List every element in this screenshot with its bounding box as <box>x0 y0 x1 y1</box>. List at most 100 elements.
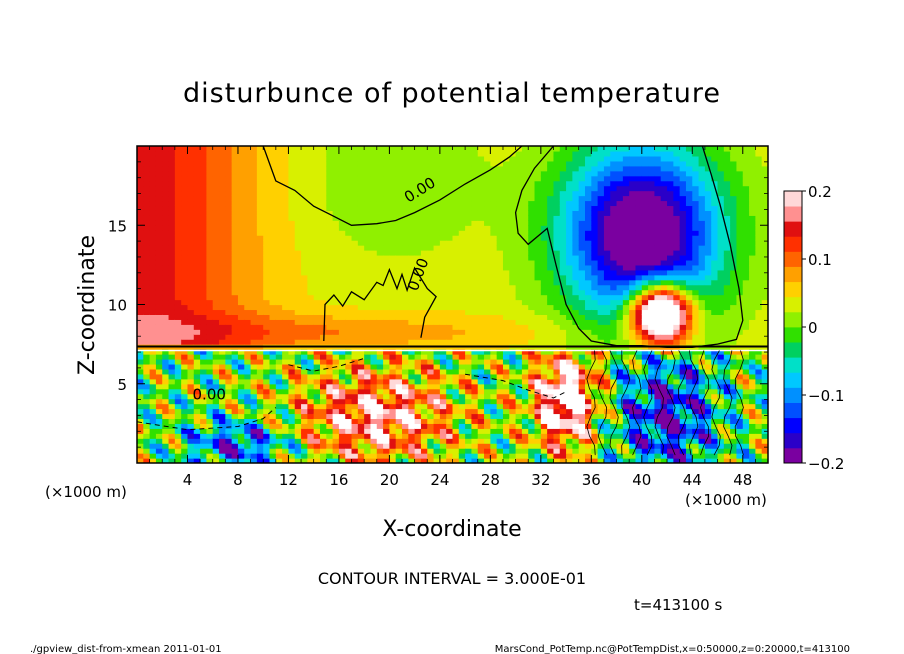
field-cell <box>452 363 460 370</box>
field-cell <box>616 408 624 415</box>
field-cell <box>319 200 327 207</box>
field-cell <box>603 146 611 152</box>
field-cell <box>559 304 567 311</box>
field-cell <box>458 294 466 301</box>
field-cell <box>275 264 283 271</box>
field-cell <box>187 349 195 355</box>
field-cell <box>168 274 176 281</box>
field-cell <box>395 205 403 211</box>
field-cell <box>490 428 498 434</box>
field-cell <box>578 363 586 370</box>
field-cell <box>206 175 214 182</box>
field-cell <box>389 378 397 385</box>
field-cell <box>439 299 447 306</box>
field-cell <box>162 309 170 315</box>
field-cell <box>351 413 359 420</box>
field-cell <box>288 448 296 454</box>
field-cell <box>307 423 315 429</box>
field-cell <box>566 413 573 420</box>
field-cell <box>477 195 485 202</box>
field-cell <box>193 349 201 355</box>
field-cell <box>237 225 245 231</box>
field-cell <box>616 205 624 211</box>
field-cell <box>603 155 611 162</box>
field-cell <box>622 388 630 395</box>
field-cell <box>143 388 151 395</box>
field-cell <box>250 245 258 251</box>
field-cell <box>458 304 466 311</box>
field-cell <box>515 279 523 286</box>
field-cell <box>351 299 359 306</box>
field-cell <box>395 453 403 459</box>
field-cell <box>383 373 390 380</box>
field-cell <box>502 393 510 400</box>
field-cell <box>256 358 264 365</box>
field-cell <box>591 418 599 424</box>
field-cell <box>313 200 321 207</box>
field-cell <box>540 250 548 256</box>
field-cell <box>357 155 365 162</box>
field-cell <box>149 240 157 246</box>
field-cell <box>345 225 353 231</box>
field-cell <box>578 245 586 251</box>
field-cell <box>250 339 258 345</box>
field-cell <box>275 339 283 345</box>
field-cell <box>433 160 441 167</box>
field-cell <box>256 175 264 182</box>
field-cell <box>465 170 473 177</box>
field-cell <box>446 259 454 266</box>
field-cell <box>622 245 630 251</box>
field-cell <box>528 274 536 281</box>
field-cell <box>301 230 308 236</box>
field-cell <box>301 259 308 266</box>
field-cell <box>193 428 201 434</box>
field-cell <box>509 215 517 221</box>
field-cell <box>225 383 233 390</box>
field-cell <box>420 378 428 385</box>
field-cell <box>616 240 624 246</box>
field-cell <box>219 393 226 400</box>
field-cell <box>509 428 517 434</box>
field-cell <box>408 448 416 454</box>
field-cell <box>181 195 189 202</box>
field-cell <box>137 210 144 216</box>
field-cell <box>572 398 580 405</box>
field-cell <box>521 314 529 320</box>
field-cell <box>591 299 599 306</box>
field-cell <box>250 428 258 434</box>
field-cell <box>578 215 586 221</box>
field-cell <box>357 433 365 439</box>
field-cell <box>521 383 529 390</box>
field-cell <box>383 403 390 410</box>
field-cell <box>420 358 428 365</box>
field-cell <box>200 150 208 157</box>
field-cell <box>200 438 208 444</box>
field-cell <box>439 329 447 335</box>
field-cell <box>345 150 353 157</box>
field-cell <box>174 230 182 236</box>
field-cell <box>263 398 271 405</box>
field-cell <box>427 458 435 463</box>
field-cell <box>395 324 403 330</box>
field-cell <box>534 413 542 420</box>
field-cell <box>149 433 157 439</box>
field-cell <box>540 150 548 157</box>
field-cell <box>206 146 214 152</box>
field-cell <box>408 358 416 365</box>
field-cell <box>414 264 422 271</box>
field-cell <box>219 259 226 266</box>
field-cell <box>301 334 308 340</box>
field-cell <box>338 254 346 261</box>
field-cell <box>294 210 302 216</box>
field-cell <box>155 408 163 415</box>
field-cell <box>484 373 491 380</box>
field-cell <box>155 433 163 439</box>
field-cell <box>585 230 592 236</box>
field-cell <box>408 458 416 463</box>
field-cell <box>206 309 214 315</box>
field-cell <box>149 294 157 301</box>
field-cell <box>439 165 447 172</box>
field-cell <box>553 240 561 246</box>
field-cell <box>502 349 510 355</box>
field-cell <box>534 299 542 306</box>
